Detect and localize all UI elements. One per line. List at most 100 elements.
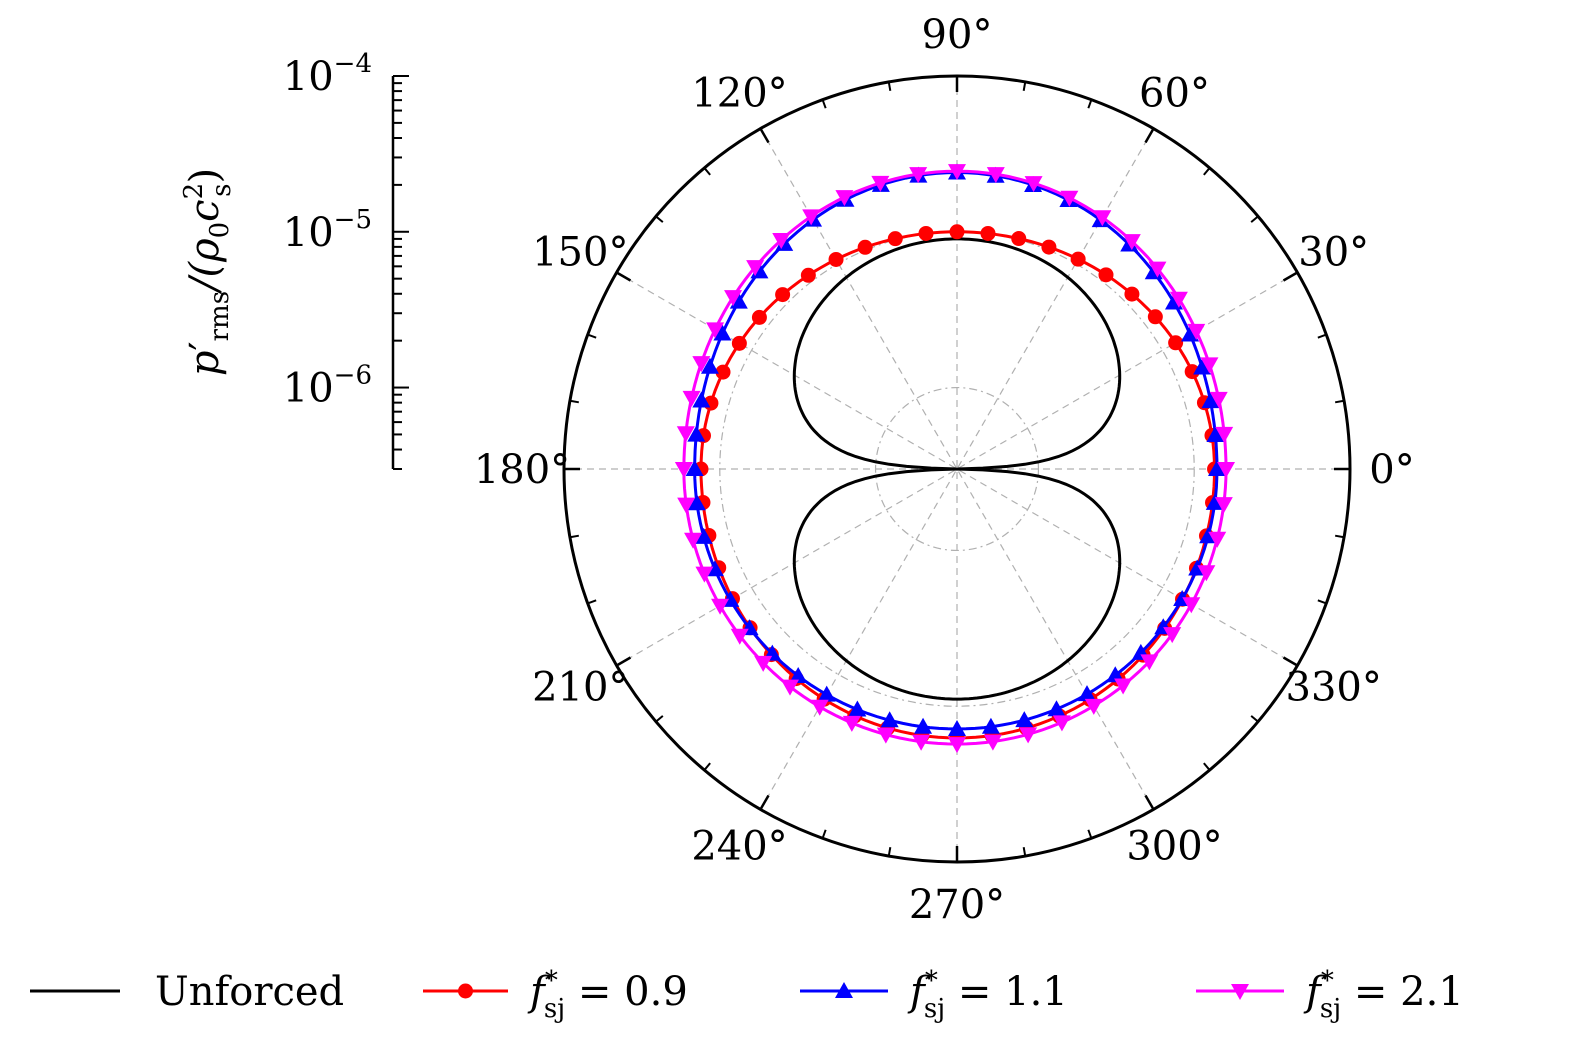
series-marker xyxy=(676,426,695,443)
series-marker xyxy=(1187,323,1206,340)
radial-axis-title: p′rms/(ρ0c2s) xyxy=(179,168,237,376)
series-marker xyxy=(1200,357,1219,374)
series-line xyxy=(693,170,1219,731)
series-marker xyxy=(789,666,808,683)
series-marker xyxy=(687,425,706,442)
series-marker xyxy=(1214,497,1233,514)
series-marker xyxy=(949,224,965,240)
angle-tick xyxy=(1144,128,1155,144)
angle-label: 30° xyxy=(1298,230,1369,276)
series-marker xyxy=(685,460,704,476)
angle-label: 210° xyxy=(532,665,628,711)
series-marker xyxy=(1208,531,1227,548)
radial-tick-label: 10−5 xyxy=(283,205,372,256)
angle-label: 120° xyxy=(691,70,787,116)
series-marker xyxy=(746,260,765,277)
angle-tick xyxy=(1250,715,1259,723)
angle-tick xyxy=(1317,599,1327,605)
angle-tick xyxy=(1022,81,1027,92)
series-marker xyxy=(695,566,714,583)
series-marker xyxy=(1217,462,1236,478)
series-marker xyxy=(948,164,966,181)
series-marker xyxy=(692,391,711,408)
series-marker xyxy=(674,462,693,478)
series-marker xyxy=(700,357,719,374)
series-marker xyxy=(1207,460,1226,476)
angle-tick xyxy=(1282,656,1298,667)
series-marker xyxy=(802,209,821,226)
series-marker xyxy=(1193,358,1212,375)
angle-tick xyxy=(1203,762,1211,771)
series-marker xyxy=(810,699,829,716)
series-marker xyxy=(684,532,703,549)
angle-tick xyxy=(759,128,770,144)
outer-circle xyxy=(562,74,1352,864)
legend: Unforced f* sj = 0.9 f* sj = 1.1 f* sj = 2.1 xyxy=(30,966,1464,1024)
series-marker xyxy=(1070,251,1086,267)
angle-tick xyxy=(1087,829,1093,839)
series-marker xyxy=(724,290,743,307)
angle-tick xyxy=(1144,794,1155,810)
series-marker xyxy=(983,734,1002,751)
series-marker xyxy=(1052,715,1071,732)
series-marker xyxy=(1106,666,1125,683)
series-marker xyxy=(458,983,473,999)
angle-tick xyxy=(616,271,632,282)
series-marker xyxy=(876,727,895,744)
series-marker xyxy=(1093,210,1112,227)
series-marker xyxy=(887,231,903,247)
angle-label: 240° xyxy=(691,824,787,870)
series-marker xyxy=(835,190,854,207)
series-marker xyxy=(677,497,696,514)
series-line xyxy=(792,237,1122,701)
series-marker xyxy=(694,527,713,544)
legend-label: f* sj = 0.9 xyxy=(527,966,688,1024)
series-marker xyxy=(1206,425,1225,442)
series-marker xyxy=(1098,267,1114,283)
series-marker xyxy=(1197,565,1216,582)
series-marker xyxy=(751,309,767,325)
angle-label: 330° xyxy=(1286,665,1382,711)
angle-tick xyxy=(887,846,892,857)
radial-tick-label: 10−6 xyxy=(283,361,372,412)
series-marker xyxy=(754,655,773,672)
series-marker xyxy=(1024,176,1043,193)
series-marker xyxy=(1182,597,1201,614)
angle-tick xyxy=(1203,167,1211,176)
series-marker xyxy=(948,719,966,736)
series-marker xyxy=(1147,309,1163,325)
angle-tick xyxy=(759,794,770,810)
series-0 xyxy=(792,237,1122,701)
series-marker xyxy=(692,356,711,373)
series-marker xyxy=(1169,291,1188,308)
angle-tick xyxy=(655,715,664,723)
series-marker xyxy=(715,364,731,380)
series-layer xyxy=(674,163,1236,754)
series-marker xyxy=(1205,493,1224,510)
series-marker xyxy=(1122,234,1141,251)
series-2 xyxy=(685,163,1226,736)
series-marker xyxy=(1140,654,1159,671)
series-3 xyxy=(674,164,1236,754)
angle-tick xyxy=(587,599,597,605)
series-marker xyxy=(1084,698,1103,715)
radial-tick-label: 10−4 xyxy=(283,49,372,100)
series-marker xyxy=(687,494,706,511)
series-marker xyxy=(1215,426,1234,443)
series-marker xyxy=(918,225,934,241)
angle-tick xyxy=(1334,534,1345,539)
angle-label: 180° xyxy=(474,447,570,493)
series-marker xyxy=(711,598,730,615)
series-marker xyxy=(914,717,933,734)
series-marker xyxy=(1168,335,1184,351)
series-marker xyxy=(1019,727,1038,744)
series-marker xyxy=(980,225,996,241)
angle-tick xyxy=(1250,215,1259,223)
legend-label: f* sj = 2.1 xyxy=(1303,966,1464,1024)
series-marker xyxy=(1209,391,1228,408)
series-marker xyxy=(780,679,799,696)
series-marker xyxy=(772,232,791,249)
series-marker xyxy=(682,390,701,407)
angle-tick xyxy=(616,656,632,667)
series-marker xyxy=(981,717,1000,734)
